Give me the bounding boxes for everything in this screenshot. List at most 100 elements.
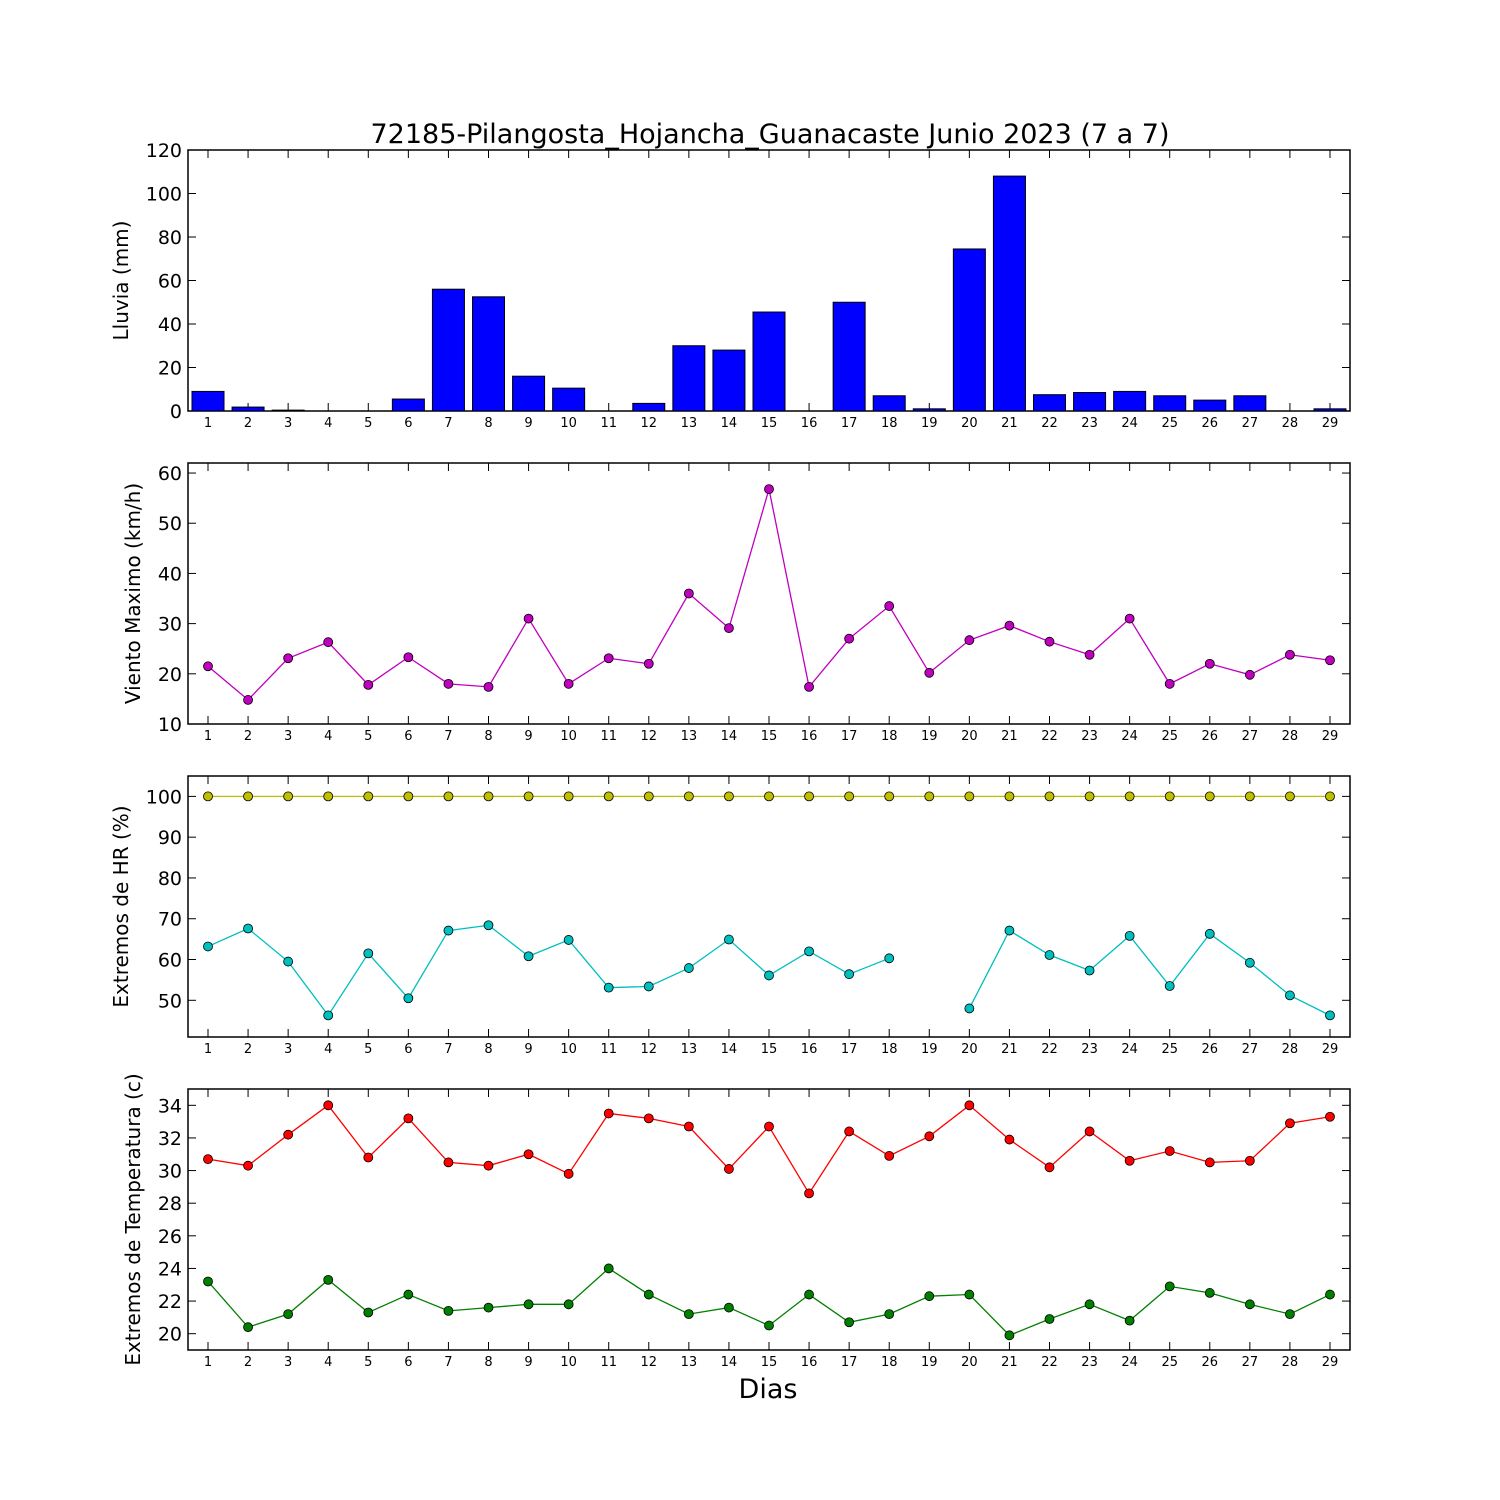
x-tick-label: 2 (244, 416, 252, 431)
data-point (844, 633, 855, 644)
x-tick-label: 21 (1001, 729, 1018, 744)
data-point (603, 653, 614, 664)
y-axis-label-4: Extremos de Temperatura (c) (121, 1073, 145, 1365)
data-point (403, 791, 414, 802)
data-point (1285, 1309, 1295, 1320)
x-tick-label: 5 (364, 729, 372, 744)
data-point (964, 1003, 975, 1014)
x-tick-label: 26 (1202, 729, 1219, 744)
y-tick-label: 90 (158, 827, 182, 849)
x-tick-label: 16 (801, 1042, 818, 1057)
x-tick-label: 20 (961, 1355, 978, 1370)
data-point (483, 1160, 494, 1171)
data-point (483, 920, 494, 931)
data-point (1044, 1162, 1055, 1173)
x-tick-label: 29 (1322, 416, 1339, 431)
data-point (1004, 925, 1015, 936)
x-tick-label: 7 (444, 729, 452, 744)
x-tick-label: 21 (1001, 1355, 1018, 1370)
y-tick-label: 10 (158, 714, 182, 736)
x-tick-label: 13 (681, 729, 698, 744)
x-tick-label: 13 (681, 1042, 698, 1057)
data-point (1084, 791, 1095, 802)
y-tick-label: 28 (158, 1193, 182, 1215)
data-point (804, 1289, 814, 1300)
data-point (283, 1309, 294, 1320)
series-line-3-2 (207, 924, 1331, 1017)
data-point (523, 613, 534, 624)
rain-bar (1153, 395, 1187, 412)
x-tick-label: 22 (1041, 416, 1058, 431)
x-tick-label: 7 (444, 1355, 452, 1370)
data-point (724, 791, 734, 802)
x-tick-label: 5 (364, 416, 372, 431)
x-tick-label: 9 (524, 1355, 532, 1370)
x-axis-label: Dias (739, 1374, 798, 1405)
data-point (403, 1113, 414, 1124)
data-point (1285, 791, 1295, 802)
y-axis-label-1: Lluvia (mm) (109, 221, 133, 341)
data-point (884, 791, 895, 802)
y-axis-label-2: Viento Maximo (km/h) (121, 483, 145, 704)
x-tick-label: 24 (1121, 1042, 1138, 1057)
x-tick-label: 26 (1202, 1355, 1219, 1370)
data-point (243, 1160, 253, 1171)
data-point (724, 1164, 734, 1174)
rain-bar (512, 375, 546, 412)
data-point (844, 1126, 855, 1137)
rain-bar (952, 248, 986, 412)
x-tick-label: 13 (681, 1355, 698, 1370)
data-point (1325, 1289, 1335, 1300)
x-tick-label: 4 (324, 1355, 332, 1370)
x-tick-label: 3 (284, 1355, 292, 1370)
data-point (1204, 658, 1215, 669)
data-point (1124, 1315, 1135, 1326)
x-tick-label: 23 (1081, 1042, 1098, 1057)
data-point (1244, 957, 1255, 968)
x-tick-label: 27 (1242, 729, 1259, 744)
data-point (283, 956, 294, 967)
data-point (643, 791, 654, 802)
y-tick-label: 34 (158, 1095, 182, 1117)
x-tick-label: 18 (881, 729, 898, 744)
data-point (203, 661, 213, 672)
data-point (884, 953, 895, 964)
x-tick-label: 1 (204, 1042, 212, 1057)
data-point (924, 791, 935, 802)
rain-bar (672, 345, 706, 412)
x-tick-label: 18 (881, 1355, 898, 1370)
data-point (203, 941, 213, 952)
data-point (1044, 1314, 1055, 1324)
data-point (804, 791, 814, 802)
data-point (764, 484, 774, 495)
data-point (804, 946, 814, 957)
x-tick-label: 29 (1322, 729, 1339, 744)
x-tick-label: 20 (961, 729, 978, 744)
data-point (323, 1010, 334, 1021)
data-point (443, 1305, 454, 1316)
x-tick-label: 28 (1282, 1042, 1299, 1057)
data-point (1244, 791, 1255, 802)
data-point (683, 1121, 694, 1132)
x-tick-label: 8 (484, 1042, 492, 1057)
data-point (563, 935, 574, 945)
data-point (443, 1157, 454, 1168)
x-tick-label: 29 (1322, 1042, 1339, 1057)
data-point (1084, 649, 1095, 660)
data-point (603, 982, 614, 993)
x-tick-label: 8 (484, 416, 492, 431)
data-point (243, 1322, 253, 1333)
data-point (964, 1289, 975, 1300)
y-tick-label: 60 (158, 463, 182, 485)
x-tick-label: 15 (761, 729, 778, 744)
data-point (1204, 791, 1215, 802)
x-tick-label: 3 (284, 1042, 292, 1057)
x-tick-label: 27 (1242, 416, 1259, 431)
x-tick-label: 7 (444, 1042, 452, 1057)
data-point (643, 1289, 654, 1300)
x-tick-label: 1 (204, 416, 212, 431)
data-point (403, 1289, 414, 1300)
x-tick-label: 27 (1242, 1042, 1259, 1057)
data-point (243, 791, 253, 802)
